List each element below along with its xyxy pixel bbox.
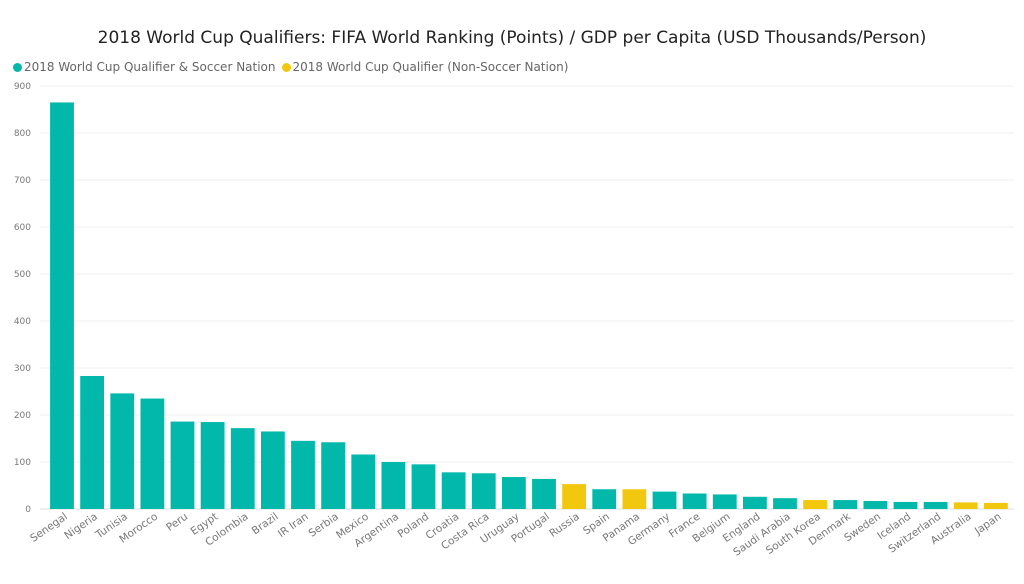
bar: [592, 489, 617, 509]
bar: [893, 501, 918, 509]
bar: [411, 464, 436, 509]
bar: [682, 493, 707, 509]
y-tick-label: 100: [14, 458, 31, 468]
x-tick-label: Senegal: [28, 511, 70, 545]
legend-item-soccer-nation[interactable]: 2018 World Cup Qualifier & Soccer Nation: [13, 60, 276, 74]
legend-label-soccer-nation: 2018 World Cup Qualifier & Soccer Nation: [24, 60, 276, 74]
bar: [532, 478, 556, 509]
bar: [833, 500, 858, 509]
bar: [351, 454, 376, 509]
legend-dot-non-soccer-nation: [281, 62, 291, 72]
bar: [230, 428, 255, 509]
bar: [803, 500, 828, 509]
legend: 2018 World Cup Qualifier & Soccer Nation…: [13, 60, 574, 74]
bar: [742, 496, 767, 509]
bar: [773, 498, 797, 509]
bar: [321, 442, 346, 509]
chart-title: 2018 World Cup Qualifiers: FIFA World Ra…: [97, 28, 927, 48]
bar: [50, 102, 74, 509]
y-tick-label: 500: [14, 270, 31, 280]
y-tick-label: 300: [14, 364, 31, 374]
bar: [170, 421, 195, 509]
bar: [622, 489, 647, 509]
bar: [291, 440, 315, 509]
y-tick-label: 200: [14, 411, 31, 421]
bar: [471, 473, 496, 509]
y-tick-label: 400: [14, 317, 31, 327]
x-tick-label: Brazil: [250, 511, 281, 538]
y-tick-label: 600: [14, 223, 31, 233]
bar: [80, 375, 105, 509]
y-tick-label: 700: [14, 176, 31, 186]
bar: [953, 502, 978, 509]
y-tick-label: 900: [14, 82, 31, 92]
bar: [501, 477, 526, 509]
bar: [983, 502, 1008, 509]
legend-label-non-soccer-nation: 2018 World Cup Qualifier (Non-Soccer Nat…: [292, 60, 569, 74]
bar: [381, 462, 406, 509]
y-tick-label: 0: [25, 505, 31, 515]
bar: [200, 422, 225, 509]
x-tick-label: IR Iran: [276, 511, 311, 540]
x-tick-label: Japan: [972, 511, 1004, 538]
bar: [441, 472, 466, 509]
bar: [863, 501, 888, 509]
bar: [562, 484, 587, 509]
x-tick-label: Peru: [164, 511, 190, 534]
y-tick-label: 800: [14, 129, 31, 139]
x-tick-label: Russia: [547, 511, 582, 540]
bar: [923, 501, 948, 509]
legend-item-non-soccer-nation[interactable]: 2018 World Cup Qualifier (Non-Soccer Nat…: [281, 60, 569, 74]
bar: [260, 431, 285, 509]
x-tick-label: Nigeria: [62, 511, 100, 542]
bar: [652, 491, 677, 509]
bar: [712, 494, 737, 509]
bar: [110, 393, 135, 509]
legend-dot-soccer-nation: [13, 62, 22, 72]
bar: [140, 398, 165, 509]
